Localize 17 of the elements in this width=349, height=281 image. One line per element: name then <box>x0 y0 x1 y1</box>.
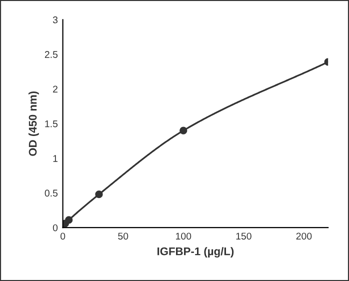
x-tick-label: 100 <box>176 232 192 240</box>
y-tick-label: 0 <box>52 224 58 232</box>
x-tick-label: 0 <box>60 232 66 240</box>
y-tick-label: 1.5 <box>45 120 58 128</box>
y-tick-label: 2 <box>53 86 58 93</box>
x-tick-label: 50 <box>118 232 128 240</box>
point <box>95 190 103 198</box>
y-tick-label: 1 <box>53 155 58 162</box>
point <box>65 216 73 224</box>
x-axis-title: IGFBP-1 (µg/L) <box>157 247 234 258</box>
y-tick-label: 3 <box>52 16 58 24</box>
x-tick-label: 150 <box>236 232 252 240</box>
y-axis-title: OD (450 nm) <box>28 91 39 156</box>
y-tick-label: 2.5 <box>44 51 58 58</box>
y-tick-label: 0.5 <box>44 190 58 197</box>
x-tick-label: 200 <box>296 232 312 240</box>
point <box>180 126 188 134</box>
